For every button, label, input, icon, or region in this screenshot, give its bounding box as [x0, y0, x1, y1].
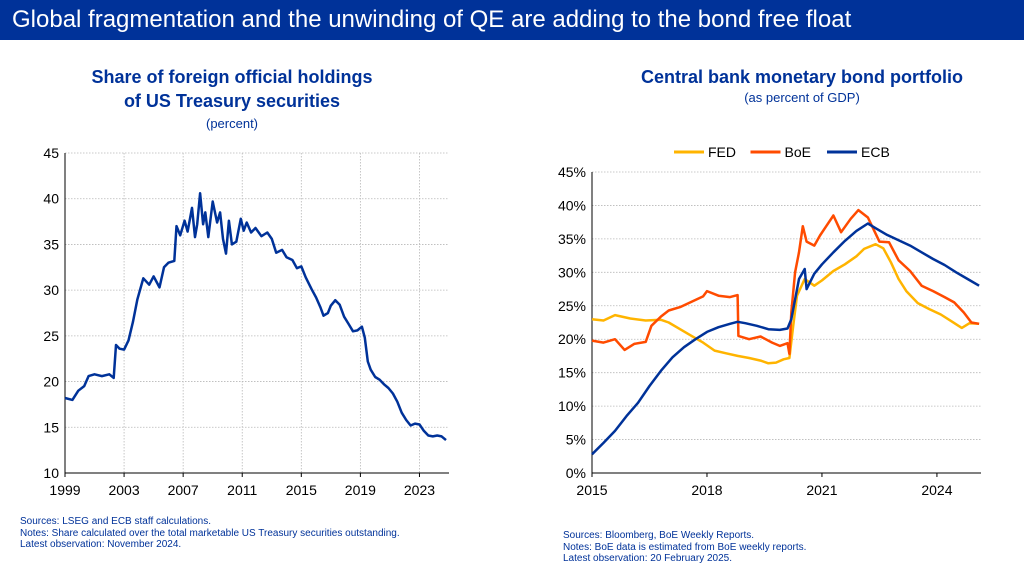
right-note-sources: Sources: Bloomberg, BoE Weekly Reports.	[563, 530, 755, 541]
y-tick-label: 5%	[566, 432, 586, 448]
legend-label-ecb: ECB	[861, 144, 890, 160]
y-tick-label: 40%	[558, 197, 586, 213]
left-note-notes: Notes: Share calculated over the total m…	[20, 527, 400, 539]
y-tick-label: 15	[43, 419, 59, 435]
series-line-fed	[591, 242, 980, 365]
x-tick-label: 2007	[168, 482, 199, 498]
x-tick-label: 2003	[108, 482, 139, 498]
y-tick-label: 35%	[558, 231, 586, 247]
y-tick-label: 10	[43, 465, 59, 481]
left-chart-title-line1: Share of foreign official holdings	[91, 67, 373, 87]
y-tick-label: 40	[43, 191, 59, 207]
left-chart-title-line2: of US Treasury securities	[123, 91, 341, 111]
x-tick-label: 2011	[227, 482, 257, 498]
y-tick-label: 45	[43, 145, 59, 161]
y-tick-label: 30	[43, 282, 59, 298]
x-tick-label: 2019	[345, 482, 376, 498]
banner-title: Global fragmentation and the unwinding o…	[0, 0, 1024, 40]
x-tick-label: 2015	[576, 482, 607, 498]
y-tick-label: 20%	[558, 331, 586, 347]
x-tick-label: 2023	[404, 482, 435, 498]
right-chart-subtitle: (as percent of GDP)	[744, 90, 860, 105]
y-tick-label: 20	[43, 374, 59, 390]
legend-label-boe: BoE	[785, 144, 811, 160]
y-tick-label: 15%	[558, 365, 586, 381]
y-tick-label: 35	[43, 236, 59, 252]
right-notes: Sources: Bloomberg, BoE Weekly Reports. …	[563, 530, 806, 565]
y-tick-label: 30%	[558, 264, 586, 280]
legend-label-fed: FED	[708, 144, 736, 160]
x-tick-label: 2018	[691, 482, 722, 498]
y-tick-label: 0%	[566, 465, 586, 481]
y-tick-label: 45%	[558, 164, 586, 180]
y-tick-label: 10%	[558, 398, 586, 414]
left-note-sources: Sources: LSEG and ECB staff calculations…	[20, 516, 212, 527]
right-note-latest: Latest observation: 20 February 2025.	[563, 553, 732, 564]
left-note-latest: Latest observation: November 2024.	[20, 539, 182, 550]
y-tick-label: 25%	[558, 298, 586, 314]
x-tick-label: 1999	[49, 482, 80, 498]
right-note-notes: Notes: BoE data is estimated from BoE we…	[563, 541, 807, 553]
series-line-boe	[591, 208, 980, 356]
series-line	[64, 191, 447, 442]
y-tick-label: 25	[43, 328, 59, 344]
series-line-ecb	[591, 222, 980, 456]
left-notes: Sources: LSEG and ECB staff calculations…	[20, 516, 400, 551]
right-chart-title: Central bank monetary bond portfolio	[640, 67, 963, 87]
left-chart-subtitle: (percent)	[205, 116, 259, 131]
x-tick-label: 2024	[921, 482, 952, 498]
x-tick-label: 2021	[806, 482, 837, 498]
x-tick-label: 2015	[286, 482, 317, 498]
